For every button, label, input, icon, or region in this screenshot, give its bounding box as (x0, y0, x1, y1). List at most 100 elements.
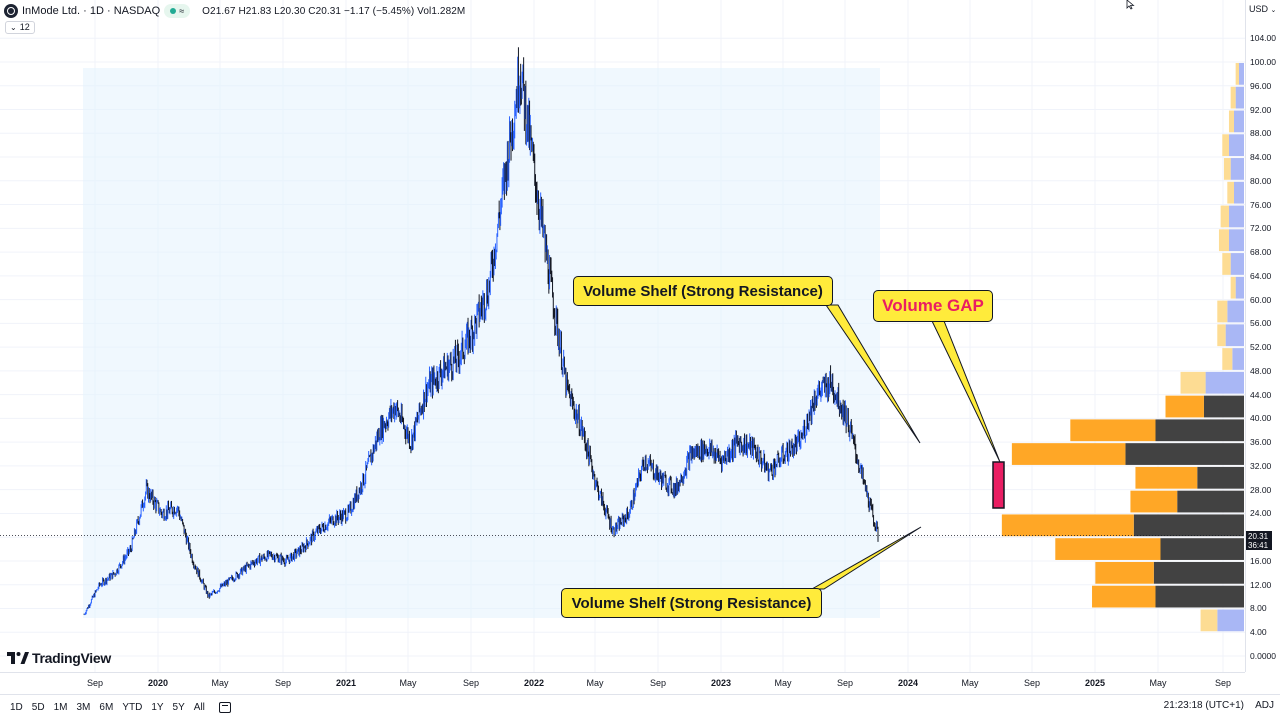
profile-bar-down (1217, 609, 1244, 632)
profile-bar-down (1230, 253, 1244, 275)
price-tick-label: 92.00 (1250, 104, 1272, 115)
profile-bar-up (1222, 348, 1233, 370)
price-tick-label: 84.00 (1250, 152, 1272, 163)
price-tick-label: 24.00 (1250, 508, 1272, 519)
volume-gap-marker (992, 461, 1005, 509)
clock-timezone[interactable]: 21:23:18 (UTC+1) (1163, 700, 1244, 711)
price-tick-label: 76.00 (1250, 199, 1272, 210)
price-tick-label: 60.00 (1250, 294, 1272, 305)
price-tick-label: 96.00 (1250, 80, 1272, 91)
price-tick-label: 0.0000 (1250, 651, 1276, 661)
price-tick-label: 32.00 (1250, 460, 1272, 471)
timeframe-ytd[interactable]: YTD (122, 702, 143, 713)
profile-bar-up (1235, 63, 1239, 85)
time-tick-label: May (774, 678, 792, 688)
adjust-toggle[interactable]: ADJ (1255, 700, 1274, 711)
volume-gap-callout[interactable]: Volume GAP (873, 290, 993, 322)
timeframe-5y[interactable]: 5Y (172, 702, 185, 713)
time-tick-label: May (961, 678, 979, 688)
profile-bar-down (1203, 395, 1244, 418)
price-tick-label: 88.00 (1250, 128, 1272, 139)
market-open-icon (170, 8, 177, 14)
profile-bar-up (1092, 585, 1156, 608)
price-tick-label: 16.00 (1250, 555, 1272, 566)
price-chart[interactable] (0, 0, 1245, 672)
indicators-collapse-button[interactable]: ⌄ 12 (5, 21, 35, 34)
profile-bar-up (1217, 300, 1228, 323)
price-tick-label: 12.00 (1250, 579, 1272, 590)
profile-bar-up (1218, 229, 1229, 252)
upper-callout-pointer (825, 304, 921, 444)
timeframe-1y[interactable]: 1Y (151, 702, 164, 713)
price-tick-label: 80.00 (1250, 175, 1272, 186)
time-tick-label: 2025 (1084, 678, 1106, 688)
profile-bar-up (1217, 324, 1226, 347)
price-series (83, 47, 879, 616)
price-tick-label: 72.00 (1250, 223, 1272, 234)
bottom-toolbar: 1D 5D 1M 3M 6M YTD 1Y 5Y All (0, 694, 1280, 720)
profile-bar-up (1230, 86, 1236, 109)
time-tick-label: Sep (274, 678, 292, 688)
profile-bar-down (1238, 63, 1244, 85)
profile-bar-up (1095, 561, 1154, 584)
time-axis[interactable] (0, 672, 1245, 692)
tradingview-logo[interactable]: TradingView (7, 650, 111, 666)
timeframe-3m[interactable]: 3M (76, 702, 91, 713)
ohlc-values: O21.67 H21.83 L20.30 C20.31 −1.17 (−5.45… (202, 5, 466, 17)
profile-bar-down (1155, 419, 1244, 442)
timeframe-5d[interactable]: 5D (31, 702, 45, 713)
market-status-toggle[interactable]: ≈ (164, 4, 191, 18)
calendar-icon[interactable] (218, 702, 231, 713)
profile-bar-up (1180, 371, 1206, 394)
symbol-legend: InMode Ltd. · 1D · NASDAQ ≈ O21.67 H21.8… (4, 3, 465, 19)
profile-bar-down (1205, 371, 1244, 394)
last-price-value: 20.31 (1248, 532, 1269, 541)
chevron-down-icon: ⌄ (10, 23, 17, 32)
profile-bar-up (1130, 490, 1178, 513)
profile-bar-down (1235, 86, 1244, 109)
profile-bar-down (1233, 110, 1244, 133)
profile-bar-down (1230, 158, 1244, 180)
profile-bar-up (1135, 466, 1198, 489)
profile-bar-down (1133, 514, 1244, 537)
symbol-logo-icon (4, 4, 18, 18)
time-tick-label: 2021 (335, 678, 357, 688)
profile-bar-down (1228, 205, 1244, 228)
volume-shelf-lower-callout[interactable]: Volume Shelf (Strong Resistance) (561, 588, 822, 618)
timeframe-6m[interactable]: 6M (99, 702, 114, 713)
profile-bar-down (1228, 229, 1244, 252)
price-tick-label: 4.00 (1250, 627, 1267, 638)
profile-bar-down (1233, 181, 1244, 204)
currency-label: USD (1249, 4, 1269, 14)
timeframe-1m[interactable]: 1M (53, 702, 68, 713)
profile-bar-down (1125, 443, 1244, 465)
gap-callout-pointer (931, 320, 1001, 463)
timeframe-1d[interactable]: 1D (10, 702, 23, 713)
time-tick-label: Sep (1023, 678, 1041, 688)
profile-bar-up (1222, 134, 1229, 157)
time-tick-label: May (399, 678, 417, 688)
profile-bar-down (1197, 466, 1244, 489)
time-tick-label: 2020 (147, 678, 169, 688)
profile-bar-up (1011, 443, 1126, 465)
profile-bar-up (1227, 181, 1234, 204)
symbol-title[interactable]: InMode Ltd. · 1D · NASDAQ (22, 5, 161, 17)
time-tick-label: May (211, 678, 229, 688)
profile-bar-up (1223, 158, 1231, 180)
currency-selector[interactable]: USD ⌄ (1249, 4, 1276, 14)
price-scale[interactable] (1245, 0, 1280, 672)
price-tick-label: 8.00 (1250, 603, 1267, 614)
mouse-cursor-icon (1126, 0, 1135, 10)
profile-bar-up (1230, 276, 1236, 299)
profile-bar-up (1228, 110, 1234, 133)
indicator-count: 12 (19, 22, 30, 32)
profile-bar-up (1165, 395, 1204, 418)
callout-pointers (810, 304, 1001, 590)
profile-bar-down (1155, 585, 1244, 608)
wave-icon: ≈ (179, 6, 185, 16)
price-tick-label: 40.00 (1250, 413, 1272, 424)
timeframe-all[interactable]: All (193, 702, 205, 713)
volume-shelf-upper-callout[interactable]: Volume Shelf (Strong Resistance) (573, 276, 833, 306)
price-tick-label: 68.00 (1250, 247, 1272, 258)
